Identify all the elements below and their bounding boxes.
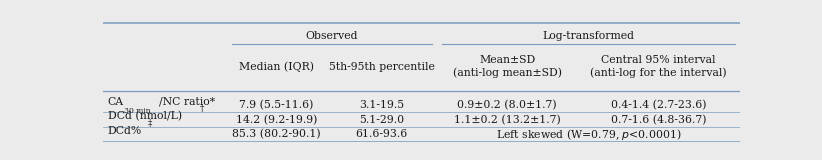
Text: Median (IQR): Median (IQR) bbox=[239, 61, 314, 72]
Text: †: † bbox=[201, 104, 205, 113]
Text: 0.7-1.6 (4.8-36.7): 0.7-1.6 (4.8-36.7) bbox=[611, 114, 706, 125]
Text: 61.6-93.6: 61.6-93.6 bbox=[355, 129, 408, 139]
Text: DCd%: DCd% bbox=[108, 126, 142, 136]
Text: 0.9±0.2 (8.0±1.7): 0.9±0.2 (8.0±1.7) bbox=[458, 100, 557, 110]
Text: 3.1-19.5: 3.1-19.5 bbox=[359, 100, 404, 110]
Text: CA: CA bbox=[108, 97, 124, 107]
Text: 7.9 (5.5-11.6): 7.9 (5.5-11.6) bbox=[239, 100, 313, 110]
Text: Observed: Observed bbox=[306, 31, 358, 41]
Text: /NC ratio*: /NC ratio* bbox=[159, 97, 215, 107]
Text: ‡: ‡ bbox=[147, 119, 152, 128]
Text: Mean±SD
(anti-log mean±SD): Mean±SD (anti-log mean±SD) bbox=[453, 55, 561, 78]
Text: 0.4-1.4 (2.7-23.6): 0.4-1.4 (2.7-23.6) bbox=[611, 100, 706, 110]
Text: DCd (nmol/L): DCd (nmol/L) bbox=[108, 111, 182, 122]
Text: Left skewed (W=0.79, $p$<0.0001): Left skewed (W=0.79, $p$<0.0001) bbox=[496, 127, 681, 142]
Text: 5.1-29.0: 5.1-29.0 bbox=[359, 115, 404, 125]
Text: 85.3 (80.2-90.1): 85.3 (80.2-90.1) bbox=[232, 129, 321, 140]
Text: 30 min: 30 min bbox=[124, 108, 150, 116]
Text: Central 95% interval
(anti-log for the interval): Central 95% interval (anti-log for the i… bbox=[590, 55, 727, 78]
Text: 1.1±0.2 (13.2±1.7): 1.1±0.2 (13.2±1.7) bbox=[454, 114, 561, 125]
Text: 5th-95th percentile: 5th-95th percentile bbox=[329, 62, 434, 72]
Text: 14.2 (9.2-19.9): 14.2 (9.2-19.9) bbox=[236, 114, 317, 125]
Text: Log-transformed: Log-transformed bbox=[543, 31, 635, 41]
